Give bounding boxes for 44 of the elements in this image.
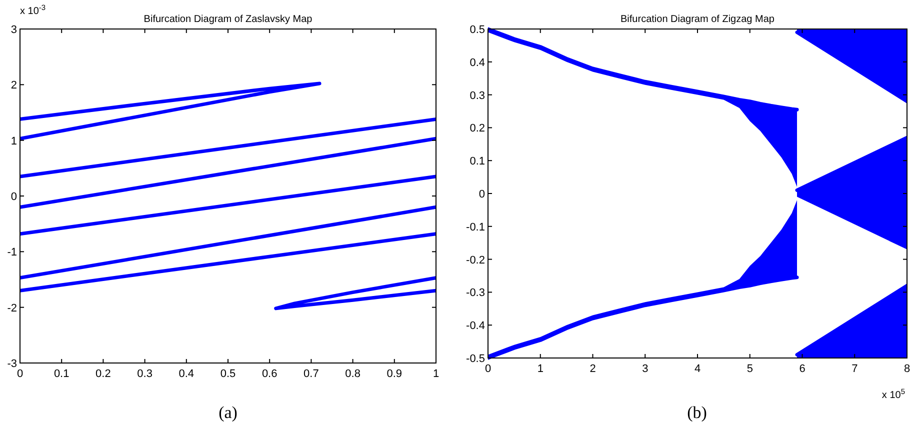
- y-tick-label: 0.2: [470, 122, 485, 135]
- x-tick-label: 5: [746, 363, 753, 375]
- y-tick-label: 1: [10, 135, 17, 148]
- x-tick-label: 0.2: [96, 368, 111, 380]
- x-tick-label: 7: [852, 363, 858, 375]
- x-tick-label: 1: [432, 368, 440, 380]
- text: x 10$^{-3}$: [20, 2, 46, 17]
- y-tick-label: -0.2: [466, 254, 485, 266]
- y-tick-label: -3: [7, 358, 17, 370]
- y-tick-label: -2: [7, 302, 17, 314]
- text: x 10$^{5}$: [882, 386, 905, 401]
- line-series: [20, 82, 322, 140]
- y-tick-label: 0.1: [470, 156, 485, 168]
- line-series: [274, 276, 436, 310]
- chart-title: Bifurcation Diagram of Zigzag Map: [620, 14, 775, 25]
- y-tick-label: 0.4: [470, 56, 485, 69]
- y-tick-label: -1: [7, 246, 17, 259]
- x-tick-label: 8: [904, 363, 910, 375]
- y-tick-label: 0.3: [470, 90, 485, 102]
- y-tick-label: -0.1: [466, 221, 485, 234]
- y-tick-label: -0.3: [466, 287, 485, 300]
- y-tick-label: 0: [478, 188, 485, 200]
- y-tick-label: 2: [10, 80, 17, 92]
- x-tick-label: 0.8: [345, 368, 360, 380]
- y-tick-label: -0.5: [466, 353, 485, 365]
- x-tick-label: 3: [642, 363, 648, 375]
- chart-title: Bifurcation Diagram of Zaslavsky Map: [144, 14, 313, 25]
- x-tick-label: 0.9: [386, 368, 402, 380]
- x-tick-label: 0.1: [54, 368, 70, 380]
- x-tick-label: 0.7: [304, 368, 319, 380]
- text: (b): [687, 403, 707, 422]
- x-tick-label: 0.4: [178, 368, 194, 380]
- x-tick-label: 4: [694, 363, 701, 375]
- x-tick-label: 2: [590, 363, 596, 375]
- x-tick-label: 1: [537, 363, 544, 375]
- y-tick-label: 3: [10, 24, 17, 36]
- y-tick-label: -0.4: [466, 320, 485, 332]
- text: (a): [218, 403, 238, 422]
- x-tick-label: 6: [799, 363, 806, 375]
- y-tick-label: 0: [10, 191, 17, 203]
- y-tick-label: 0.5: [470, 24, 485, 36]
- x-tick-label: 0.3: [137, 368, 152, 380]
- x-tick-label: 0.5: [220, 368, 236, 380]
- x-tick-label: 0.6: [262, 368, 278, 380]
